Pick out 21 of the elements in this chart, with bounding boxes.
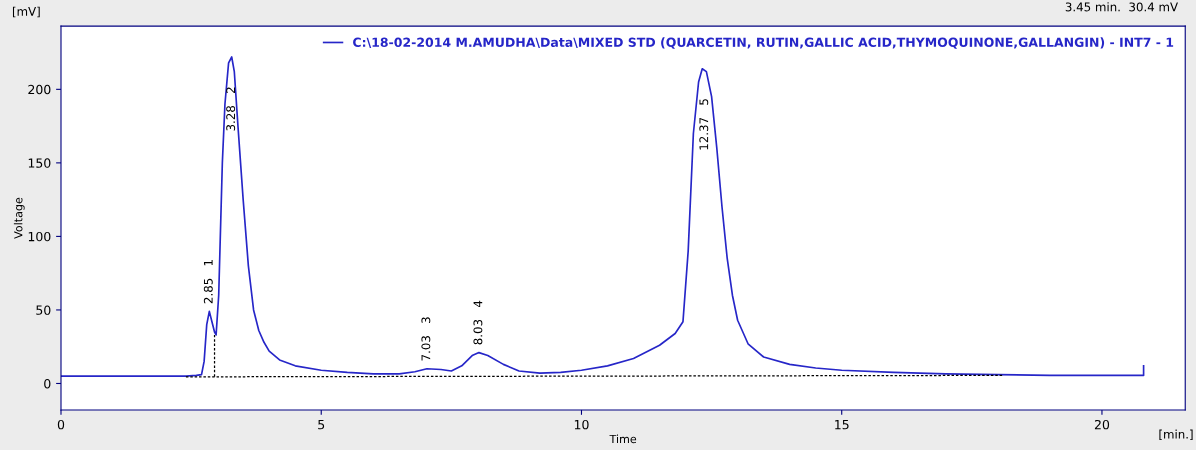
- annotation: 3.28 2: [226, 87, 236, 131]
- y-tick-label: 0: [44, 378, 51, 389]
- y-tick-label: 50: [36, 305, 51, 315]
- y-tick-label: 150: [28, 158, 51, 168]
- text: [mV]: [12, 6, 40, 18]
- x-axis-title: Time: [609, 434, 637, 444]
- y-axis-title: Voltage: [13, 197, 25, 239]
- y-tick-label: 100: [28, 231, 51, 242]
- x-tick-label: 10: [574, 419, 589, 430]
- annotation: 2.85 1: [203, 260, 213, 304]
- annotation: 12.37 5: [699, 99, 709, 150]
- text: [min.]: [1159, 429, 1193, 441]
- text: 3.45 min. 30.4 mV: [1065, 2, 1178, 12]
- x-tick-label: 20: [1094, 419, 1110, 430]
- annotation: 7.03 3: [421, 317, 431, 361]
- x-tick-label: 5: [318, 420, 325, 430]
- x-tick-label: 15: [835, 420, 849, 430]
- annotation: 8.03 4: [473, 300, 483, 345]
- y-tick-label: 200: [28, 84, 51, 95]
- legend-label: C:\18-02-2014 M.AMUDHA\Data\MIXED STD (QUARCETIN, RUTIN,GALLIC ACID,THYMOQUINONE,GALLANGIN) - INT7 - 1: [353, 37, 1174, 49]
- x-tick-label: 0: [57, 419, 65, 430]
